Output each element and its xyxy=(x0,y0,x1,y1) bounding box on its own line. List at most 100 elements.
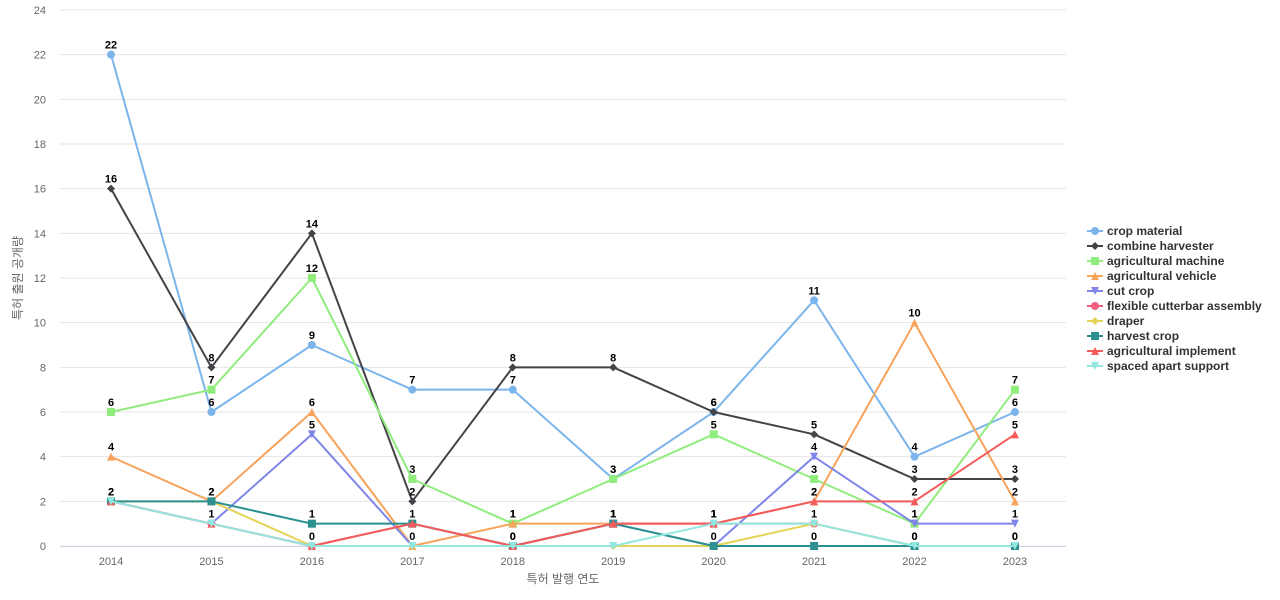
data-label: 16 xyxy=(105,174,117,186)
data-point xyxy=(508,385,517,394)
data-label: 5 xyxy=(711,419,717,431)
data-point xyxy=(709,430,718,439)
data-label: 8 xyxy=(610,352,616,364)
data-point xyxy=(910,497,919,506)
data-label: 0 xyxy=(911,531,917,543)
data-point xyxy=(508,519,517,528)
data-label: 3 xyxy=(1012,464,1018,476)
x-tick-label: 2022 xyxy=(902,556,926,568)
legend-label: agricultural implement xyxy=(1107,344,1236,358)
data-label: 1 xyxy=(711,509,717,521)
legend-item[interactable]: agricultural implement xyxy=(1087,344,1236,358)
legend-marker xyxy=(1091,302,1099,310)
legend-marker xyxy=(1091,332,1099,340)
data-label: 2 xyxy=(108,486,114,498)
data-point xyxy=(107,408,115,416)
legend-label: crop material xyxy=(1107,224,1182,238)
data-label: 1 xyxy=(911,509,917,521)
y-tick-label: 6 xyxy=(40,407,46,419)
x-tick-label: 2015 xyxy=(199,556,223,568)
data-label: 3 xyxy=(811,464,817,476)
data-point xyxy=(207,497,216,506)
x-tick-label: 2016 xyxy=(300,556,324,568)
legend-item[interactable]: agricultural vehicle xyxy=(1087,269,1217,283)
data-point xyxy=(508,363,517,372)
data-label: 5 xyxy=(811,419,817,431)
data-label: 22 xyxy=(105,40,117,52)
data-point xyxy=(307,408,316,416)
y-tick-label: 16 xyxy=(34,184,46,196)
data-point xyxy=(107,184,115,193)
data-point xyxy=(307,519,316,528)
y-tick-label: 10 xyxy=(34,318,46,330)
data-point xyxy=(1010,519,1019,528)
legend-marker xyxy=(1091,362,1099,370)
data-point xyxy=(810,497,819,506)
data-label: 0 xyxy=(510,531,516,543)
series-line xyxy=(110,500,1015,547)
data-label: 0 xyxy=(510,531,516,543)
y-tick-label: 0 xyxy=(40,541,46,553)
data-label: 7 xyxy=(510,375,516,387)
data-point xyxy=(910,318,919,327)
legend-item[interactable]: spaced apart support xyxy=(1087,359,1229,373)
data-label: 0 xyxy=(711,531,717,543)
legend-item[interactable]: flexible cutterbar assembly xyxy=(1087,299,1262,313)
data-point xyxy=(609,519,618,528)
data-point xyxy=(1010,430,1019,439)
data-point xyxy=(910,542,919,550)
data-label: 2 xyxy=(208,486,214,498)
series-2 xyxy=(107,274,1019,528)
x-tick-label: 2017 xyxy=(400,556,424,568)
y-tick-label: 14 xyxy=(34,228,46,240)
x-tick-label: 2014 xyxy=(99,556,123,568)
data-point xyxy=(207,363,216,372)
legend-item[interactable]: agricultural machine xyxy=(1087,254,1225,268)
data-point xyxy=(307,341,316,349)
x-axis-title: 특허 발행 연도 xyxy=(527,571,600,586)
data-label: 0 xyxy=(1012,531,1018,543)
y-tick-label: 20 xyxy=(34,94,46,106)
data-label: 6 xyxy=(108,397,114,409)
legend-item[interactable]: draper xyxy=(1087,314,1145,328)
data-label: 0 xyxy=(811,531,817,543)
data-point xyxy=(709,519,718,528)
data-label: 0 xyxy=(309,531,315,543)
data-label: 12 xyxy=(306,263,318,275)
data-point xyxy=(408,385,417,394)
data-point xyxy=(408,475,417,483)
legend-marker xyxy=(1091,227,1099,235)
data-label: 2 xyxy=(208,486,214,498)
series-8 xyxy=(107,430,1019,550)
data-point xyxy=(408,497,417,506)
legend-item[interactable]: combine harvester xyxy=(1087,239,1214,253)
series-9 xyxy=(107,497,1019,550)
data-point xyxy=(107,497,115,506)
data-label: 11 xyxy=(808,285,820,297)
y-tick-label: 4 xyxy=(40,452,46,464)
data-label: 1 xyxy=(610,509,616,521)
legend-item[interactable]: crop material xyxy=(1087,224,1182,238)
data-point xyxy=(910,452,919,461)
legend-item[interactable]: harvest crop xyxy=(1087,329,1179,343)
data-label: 1 xyxy=(208,509,214,521)
data-point xyxy=(207,408,216,416)
legend-item[interactable]: cut crop xyxy=(1087,284,1154,298)
data-point xyxy=(810,296,819,305)
data-label: 7 xyxy=(1012,375,1018,387)
data-point xyxy=(307,229,316,238)
data-label: 10 xyxy=(908,308,920,320)
data-label: 1 xyxy=(911,509,917,521)
data-point xyxy=(910,475,919,483)
data-label: 6 xyxy=(711,397,717,409)
legend-label: agricultural vehicle xyxy=(1107,269,1217,283)
legend-label: cut crop xyxy=(1107,284,1154,298)
data-label: 4 xyxy=(811,442,818,454)
data-label: 1 xyxy=(510,509,516,521)
data-label: 6 xyxy=(1012,397,1018,409)
x-tick-label: 2020 xyxy=(701,556,725,568)
legend-label: draper xyxy=(1107,314,1145,328)
data-point xyxy=(810,452,819,461)
data-label: 2 xyxy=(811,486,817,498)
